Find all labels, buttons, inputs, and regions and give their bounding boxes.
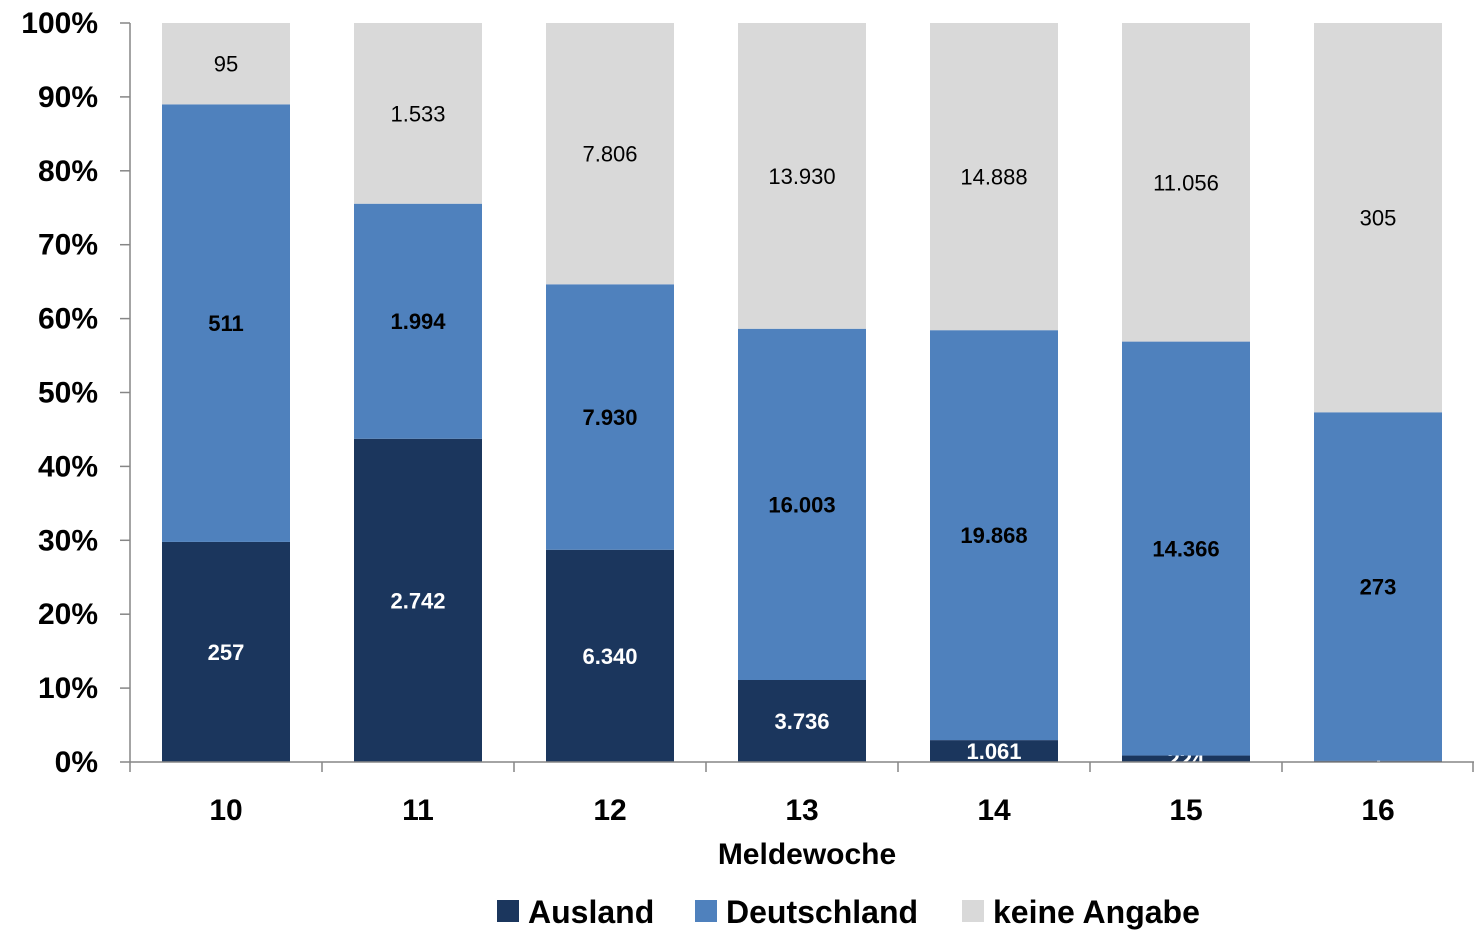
legend-item-keine-angabe: keine Angabe — [962, 894, 1200, 930]
x-tick-label: 13 — [785, 794, 818, 827]
y-tick-label: 100% — [21, 7, 98, 40]
data-label: 511 — [208, 311, 244, 336]
bar-segment-ausland — [738, 679, 866, 762]
bar-segment-ausland — [354, 438, 482, 762]
x-tick-label: 16 — [1361, 794, 1394, 827]
data-label: 1.061 — [966, 739, 1021, 764]
x-axis: 10 11 12 13 14 15 16 — [129, 761, 1474, 827]
y-tick-label: 20% — [38, 598, 98, 631]
bar-stack-11: 2.742 1.994 1.533 — [354, 23, 482, 762]
data-label: 16.003 — [768, 492, 835, 517]
data-label: 305 — [1360, 206, 1397, 231]
bar-segment-ausland — [162, 541, 290, 762]
bar-stack-12: 6.340 7.930 7.806 — [546, 23, 674, 762]
x-axis-title: Meldewoche — [718, 838, 896, 871]
data-label: 7.930 — [582, 405, 637, 430]
x-tick-label: 12 — [593, 794, 626, 827]
data-label: 3.736 — [774, 709, 829, 734]
legend-label: Deutschland — [726, 894, 918, 930]
bars: 257 511 95 2.742 1.994 1.533 6.340 7.930 7.806 3.… — [162, 23, 1442, 774]
data-label: 2.742 — [390, 588, 445, 613]
bar-segment-deutschland — [1314, 412, 1442, 761]
legend-label: keine Angabe — [993, 894, 1200, 930]
bar-segment-ausland — [930, 740, 1058, 762]
bar-segment-keine-angabe — [738, 23, 866, 329]
y-tick-label: 80% — [38, 155, 98, 188]
bar-segment-deutschland — [162, 104, 290, 542]
bar-stack-10: 257 511 95 — [162, 23, 290, 762]
bar-segment-keine-angabe — [1314, 23, 1442, 413]
x-tick-label: 10 — [209, 794, 242, 827]
bar-segment-ausland — [1122, 755, 1250, 762]
legend-swatch — [962, 900, 984, 922]
bar-segment-keine-angabe — [930, 23, 1058, 331]
x-tick-label: 14 — [977, 794, 1011, 827]
legend-item-deutschland: Deutschland — [695, 894, 918, 930]
y-axis: 0% 10% 20% 30% 40% 50% 60% 70% 80% 90% 100% — [21, 7, 131, 779]
bar-segment-ausland — [546, 549, 674, 762]
legend-label: Ausland — [528, 894, 654, 930]
bar-segment-keine-angabe — [162, 23, 290, 105]
y-tick-label: 40% — [38, 450, 98, 483]
data-label: 14.366 — [1152, 537, 1219, 562]
data-label: 11.056 — [1153, 170, 1219, 195]
bar-segment-keine-angabe — [546, 23, 674, 285]
y-tick-label: 0% — [55, 746, 98, 779]
legend-swatch — [497, 900, 519, 922]
legend-swatch — [695, 900, 717, 922]
y-tick-label: 70% — [38, 229, 98, 262]
y-tick-label: 60% — [38, 303, 98, 336]
x-tick-label: 11 — [402, 794, 434, 827]
bar-segment-deutschland — [1122, 341, 1250, 756]
bar-stack-16: 1273305 — [1314, 23, 1442, 774]
data-label: 14.888 — [960, 165, 1027, 190]
bar-segment-deutschland — [738, 328, 866, 680]
bar-segment-keine-angabe — [1122, 23, 1250, 342]
bar-segment-deutschland — [354, 203, 482, 439]
bar-stack-14: 1.061 19.868 14.888 — [930, 23, 1058, 764]
data-label: 1.533 — [390, 101, 445, 126]
x-tick-label: 15 — [1169, 794, 1202, 827]
legend: Ausland Deutschland keine Angabe — [497, 894, 1200, 930]
bar-stack-13: 3.736 16.003 13.930 — [738, 23, 866, 762]
y-tick-label: 50% — [38, 377, 98, 410]
bar-segment-keine-angabe — [354, 23, 482, 204]
bar-segment-deutschland — [546, 284, 674, 550]
data-label: 7.806 — [582, 142, 637, 167]
legend-item-ausland: Ausland — [497, 894, 654, 930]
y-tick-label: 10% — [38, 672, 98, 705]
data-label: 257 — [208, 640, 245, 665]
data-label: 1.994 — [390, 309, 446, 334]
bar-segment-deutschland — [930, 330, 1058, 741]
data-label: 19.868 — [960, 523, 1027, 548]
data-label: 95 — [214, 52, 238, 77]
y-tick-label: 30% — [38, 524, 98, 557]
data-label: 13.930 — [768, 164, 835, 189]
data-label: 273 — [1360, 575, 1397, 600]
y-tick-label: 90% — [38, 81, 98, 114]
data-label: 6.340 — [582, 644, 637, 669]
